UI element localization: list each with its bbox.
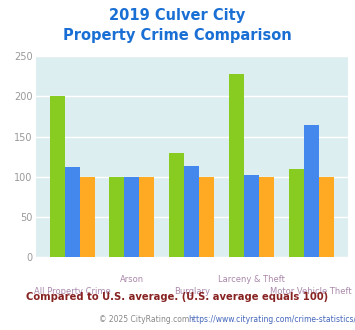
Bar (304, 124, 319, 257)
Legend: Culver City, California, National: Culver City, California, National (46, 328, 338, 330)
Text: Larceny & Theft: Larceny & Theft (218, 276, 285, 284)
Bar (289, 169, 304, 257)
Bar (319, 177, 334, 257)
Bar (109, 177, 125, 257)
Bar (229, 74, 244, 257)
Bar (80, 177, 94, 257)
Text: https://www.cityrating.com/crime-statistics/: https://www.cityrating.com/crime-statist… (188, 315, 355, 324)
Bar (259, 177, 274, 257)
Bar (140, 177, 154, 257)
Bar (125, 177, 140, 257)
Bar (169, 153, 184, 257)
Bar (199, 177, 214, 257)
Bar (50, 96, 65, 257)
Text: © 2025 CityRating.com -: © 2025 CityRating.com - (99, 315, 197, 324)
Text: Property Crime Comparison: Property Crime Comparison (63, 28, 292, 43)
Text: Compared to U.S. average. (U.S. average equals 100): Compared to U.S. average. (U.S. average … (26, 292, 329, 302)
Bar (65, 167, 80, 257)
Text: Burglary: Burglary (174, 286, 210, 296)
Bar (184, 166, 199, 257)
Text: All Property Crime: All Property Crime (34, 286, 110, 296)
Text: Motor Vehicle Theft: Motor Vehicle Theft (271, 286, 352, 296)
Text: Arson: Arson (120, 276, 144, 284)
Text: 2019 Culver City: 2019 Culver City (109, 8, 246, 23)
Bar (244, 175, 259, 257)
